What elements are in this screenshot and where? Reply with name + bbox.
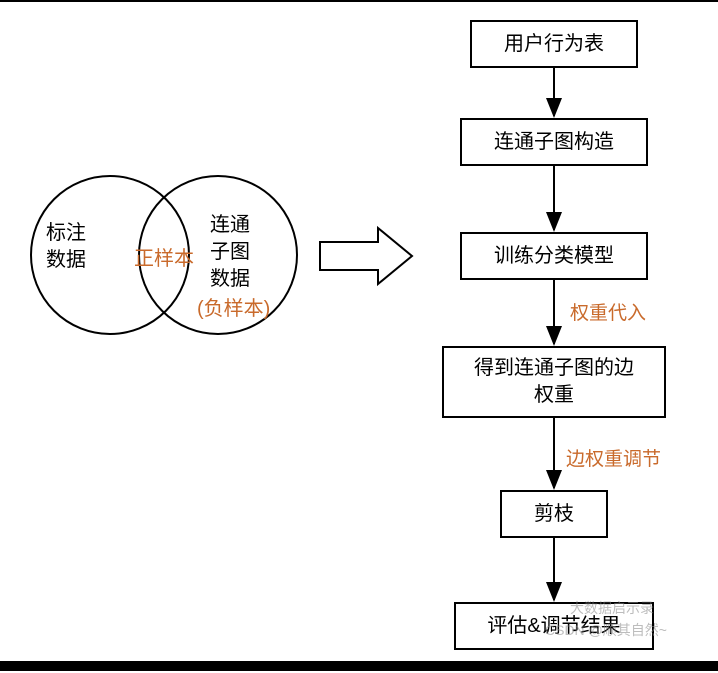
big-arrow-icon: [320, 228, 412, 284]
edge-label-weight-adjust: 边权重调节: [566, 444, 661, 471]
edge-label-weight-sub: 权重代入: [570, 298, 646, 325]
flow-node-edge-weights: 得到连通子图的边 权重: [442, 346, 666, 418]
arrows-layer: [0, 2, 718, 673]
venn-label-negative: (负样本): [197, 296, 270, 323]
flow-node-train-classifier: 训练分类模型: [460, 232, 648, 280]
flow-node-evaluate: 评估&调节结果: [454, 602, 654, 650]
flow-node-prune: 剪枝: [500, 490, 608, 538]
flow-node-subgraph-construct: 连通子图构造: [460, 118, 648, 166]
venn-label-center: 正样本: [134, 246, 194, 273]
diagram-canvas: 标注 数据 正样本 连通 子图 数据 (负样本) 用户行为表 连通子图构造 训练…: [0, 0, 718, 671]
flow-node-user-behavior: 用户行为表: [470, 20, 638, 68]
venn-label-left: 标注 数据: [46, 220, 86, 274]
venn-label-right: 连通 子图 数据: [210, 212, 250, 293]
